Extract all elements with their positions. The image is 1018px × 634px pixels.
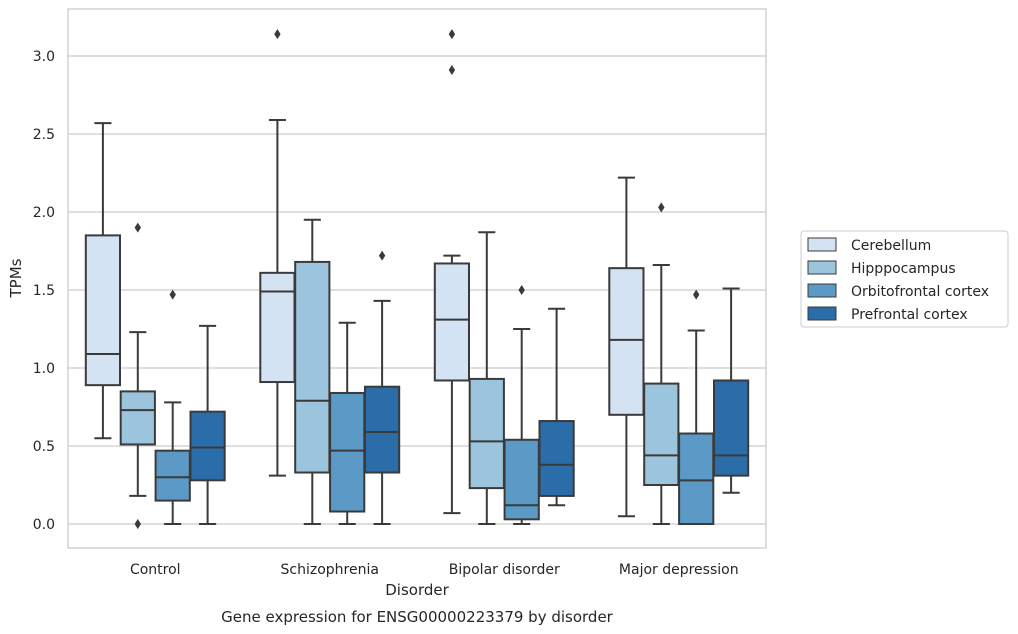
plot-frame xyxy=(67,8,767,549)
box-element xyxy=(712,287,750,494)
outlier-marker xyxy=(274,29,281,40)
box-element xyxy=(154,289,191,525)
box-element xyxy=(119,222,156,529)
legend-label: Cerebellum xyxy=(851,238,931,254)
box-iqr xyxy=(538,420,575,497)
box-element xyxy=(643,202,680,525)
legend-swatch xyxy=(807,283,837,298)
legend-entries: Cerebellum Hipppocampus Orbitofrontal cort… xyxy=(807,237,989,323)
legend: Cerebellum Hipppocampus Orbitofrontal cort… xyxy=(800,230,1009,328)
x-tick-label: Bipolar disorder xyxy=(449,562,560,578)
gridlines xyxy=(68,55,766,525)
outlier-marker xyxy=(169,289,176,300)
outlier-marker xyxy=(448,65,456,76)
box-element xyxy=(608,176,645,518)
chart-title: Gene expression for ENSG00000223379 by d… xyxy=(221,608,614,626)
outlier-marker xyxy=(693,289,700,300)
box-iqr xyxy=(329,391,366,513)
box-element xyxy=(294,218,331,525)
box-iqr xyxy=(608,267,645,416)
box-iqr xyxy=(433,262,471,382)
y-tick-label: 0.0 xyxy=(33,517,55,533)
box-element xyxy=(189,324,226,525)
box-element xyxy=(678,289,715,525)
legend-label: Hipppocampus xyxy=(851,261,956,277)
box-element xyxy=(363,250,401,525)
box-element xyxy=(538,307,575,507)
box-iqr xyxy=(154,449,191,502)
box-iqr xyxy=(84,234,122,387)
legend-swatch xyxy=(807,237,837,252)
outlier-marker xyxy=(658,202,665,213)
box-element xyxy=(468,231,505,525)
box-element xyxy=(259,29,296,477)
box-iqr xyxy=(503,438,540,521)
y-tick-label: 2.5 xyxy=(33,127,55,143)
outlier-marker xyxy=(518,285,525,295)
legend-frame xyxy=(800,230,1009,328)
outlier-marker xyxy=(134,222,141,233)
legend-label: Prefrontal cortex xyxy=(851,307,968,323)
x-tick-labels: Control Schizophrenia Bipolar disorder Majo… xyxy=(130,562,739,578)
box-iqr xyxy=(363,385,401,474)
y-tick-label: 0.5 xyxy=(33,439,55,455)
outlier-marker xyxy=(134,519,141,529)
y-tick-labels: 0.0 0.5 1.0 1.5 2.0 2.5 3.0 xyxy=(33,49,55,533)
outlier-marker xyxy=(378,250,386,261)
box-iqr xyxy=(119,390,156,446)
y-tick-label: 1.0 xyxy=(33,361,55,377)
box-iqr xyxy=(259,271,296,384)
x-tick-label: Major depression xyxy=(619,562,739,578)
y-tick-label: 1.5 xyxy=(33,283,55,299)
box-iqr xyxy=(294,260,331,474)
y-tick-label: 2.0 xyxy=(33,205,55,221)
y-tick-label: 3.0 xyxy=(33,49,55,65)
box-element xyxy=(503,285,540,525)
box-iqr xyxy=(712,379,750,477)
legend-label: Orbitofrontal cortex xyxy=(851,284,989,300)
legend-swatch xyxy=(807,306,837,321)
box-iqr xyxy=(678,432,715,525)
x-axis-label: Disorder xyxy=(385,581,449,599)
x-tick-label: Control xyxy=(130,562,181,578)
box-iqr xyxy=(468,377,505,490)
box-iqr xyxy=(643,382,680,487)
box-element xyxy=(329,321,366,525)
box-element xyxy=(433,29,471,515)
y-axis-label: TPMs xyxy=(7,258,25,298)
box-iqr xyxy=(189,410,226,482)
box-element xyxy=(84,122,122,440)
outlier-marker xyxy=(448,29,456,40)
box-groups xyxy=(84,29,750,529)
x-tick-label: Schizophrenia xyxy=(281,562,379,578)
legend-swatch xyxy=(807,260,837,275)
